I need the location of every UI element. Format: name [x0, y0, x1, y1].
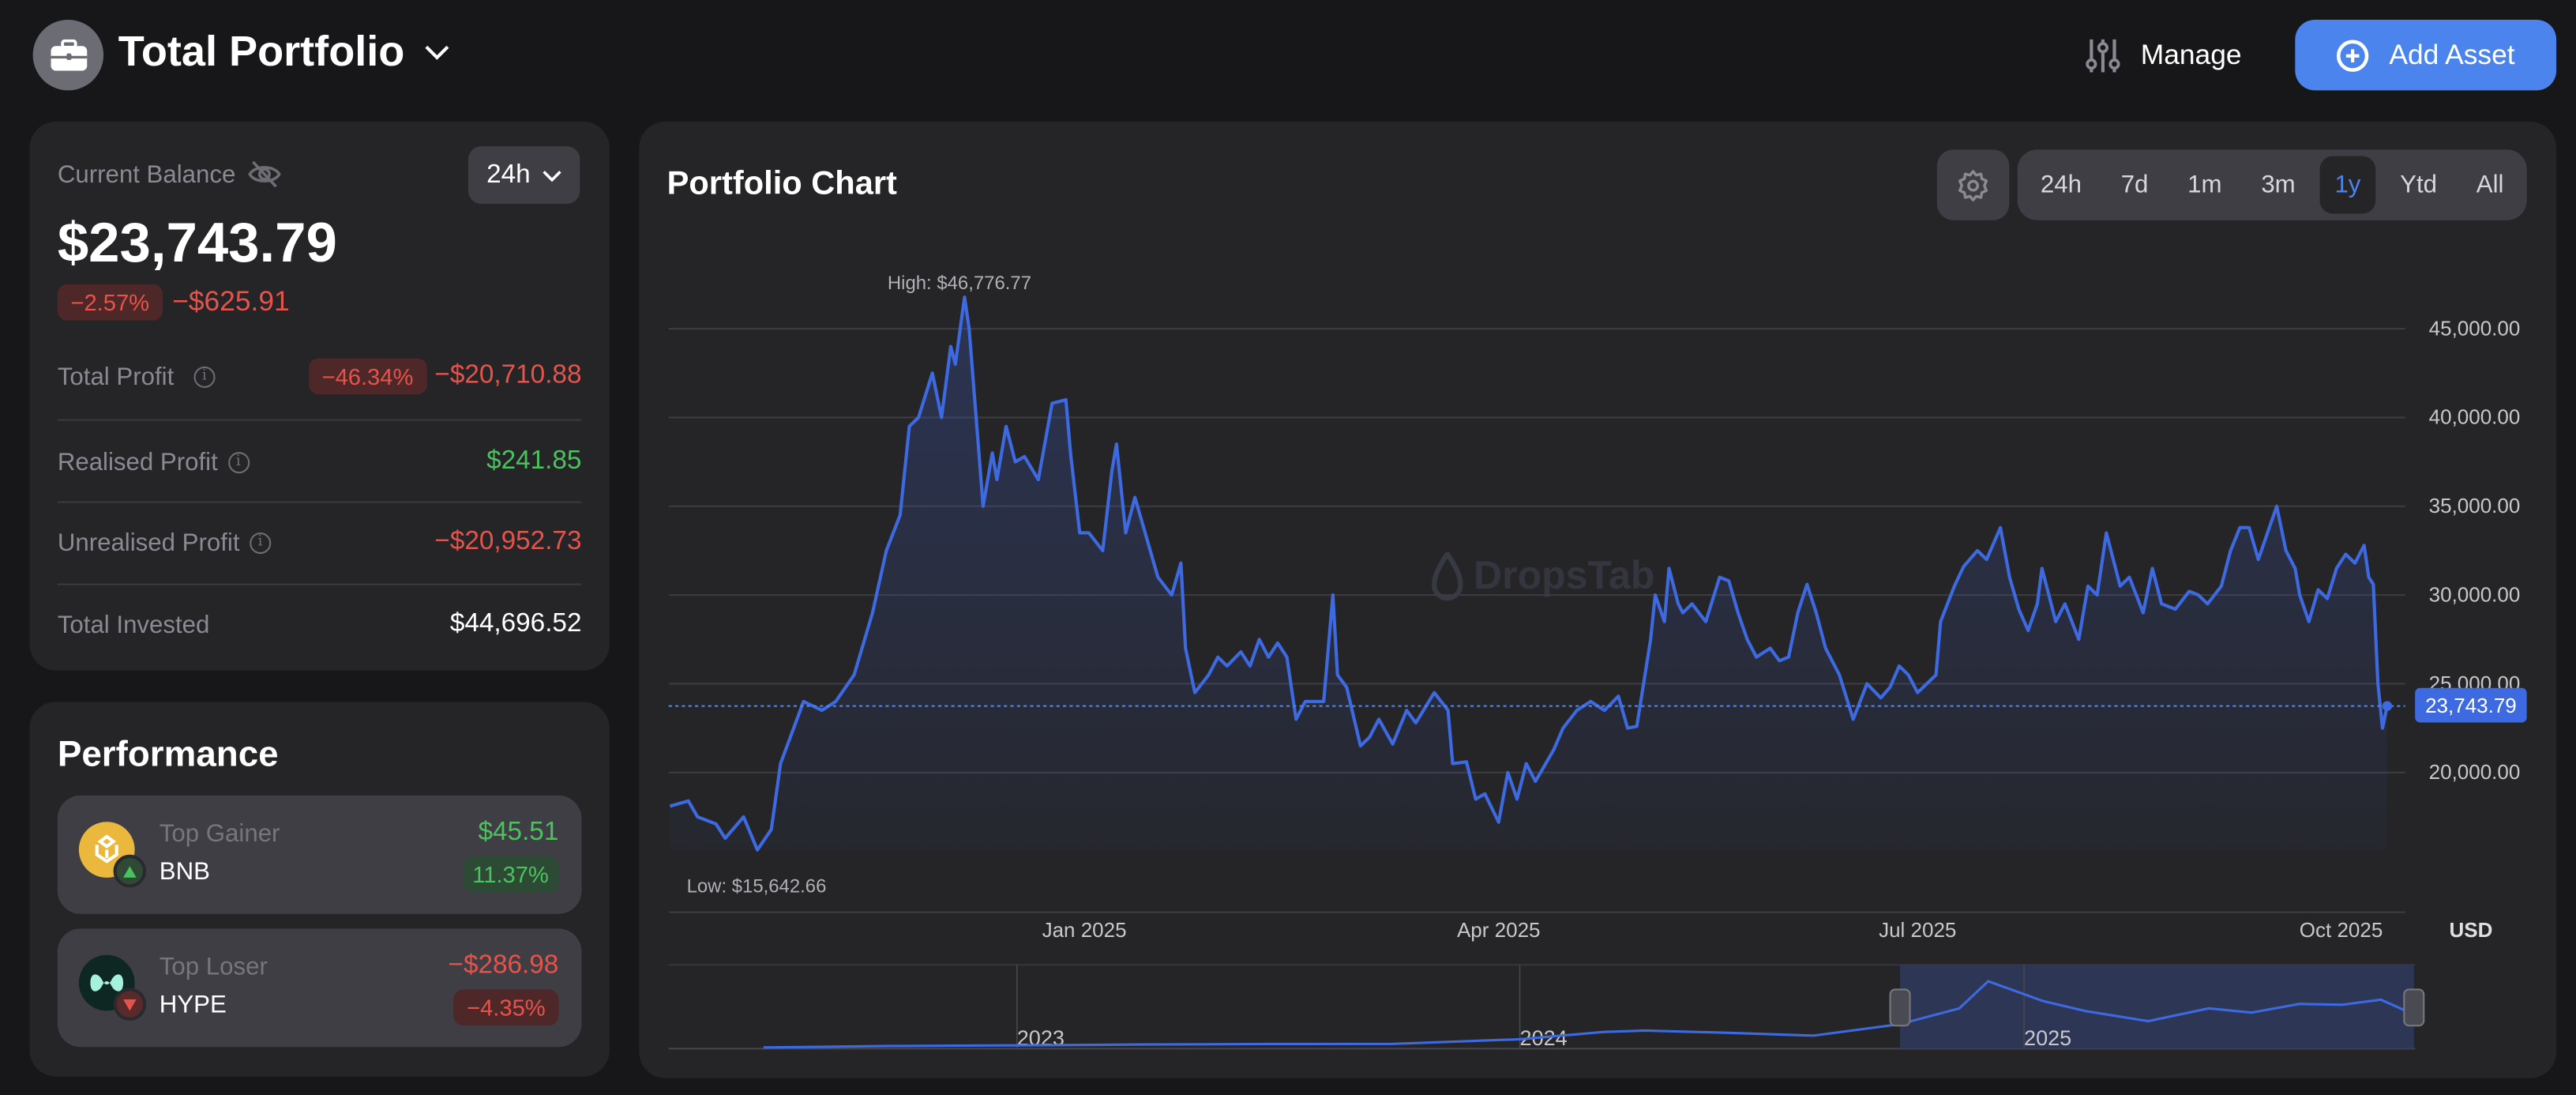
top-gainer-label: Top Gainer — [159, 820, 280, 849]
total-invested-row: Total Invested $44,696.52 — [58, 605, 582, 645]
arrow-up-badge-icon — [113, 854, 147, 888]
top-gainer-item[interactable]: Top Gainer BNB $45.51 11.37% — [57, 795, 582, 914]
sliders-icon — [2086, 39, 2120, 73]
info-icon[interactable]: i — [227, 451, 250, 473]
total-invested-value: $44,696.52 — [449, 609, 582, 638]
range-tab-1y[interactable]: 1y — [2319, 156, 2376, 214]
balance-change-abs: −$625.91 — [172, 285, 290, 318]
period-value: 24h — [486, 160, 531, 189]
portfolio-avatar[interactable] — [32, 19, 104, 91]
unrealised-profit-value: −$20,952.73 — [434, 527, 582, 556]
add-asset-button[interactable]: Add Asset — [2295, 19, 2557, 91]
chart-title: Portfolio Chart — [667, 166, 897, 202]
range-tab-all[interactable]: All — [2476, 171, 2504, 199]
chart-settings-button[interactable] — [1936, 149, 2010, 220]
range-tab-3m[interactable]: 3m — [2261, 171, 2296, 199]
info-icon[interactable]: i — [193, 365, 216, 387]
chevron-down-icon — [425, 44, 449, 59]
balance-change-pct: −2.57% — [57, 284, 163, 321]
current-balance-label: Current Balance — [57, 160, 236, 189]
top-loser-label: Top Loser — [159, 953, 268, 981]
portfolio-chart-card: Portfolio Chart 24h 7d 1m 3m 1y Ytd All DropsT… — [639, 121, 2557, 1078]
add-asset-label: Add Asset — [2389, 38, 2515, 70]
top-gainer-pct: 11.37% — [462, 856, 559, 893]
unrealised-profit-row: Unrealised Profit i −$20,952.73 — [58, 523, 582, 563]
balance-card: Current Balance 24h $23,743.79 −2.57% −$… — [29, 121, 610, 671]
row-label: Total Profit — [57, 362, 175, 391]
total-profit-pct: −46.34% — [308, 358, 427, 395]
range-tab-ytd[interactable]: Ytd — [2400, 171, 2438, 199]
range-tab-1m[interactable]: 1m — [2187, 171, 2222, 199]
range-tab-7d[interactable]: 7d — [2120, 171, 2149, 199]
top-loser-symbol: HYPE — [159, 991, 227, 1019]
realised-profit-row: Realised Profit i $241.85 — [58, 442, 582, 482]
performance-title: Performance — [57, 732, 279, 774]
top-gainer-symbol: BNB — [159, 857, 210, 886]
performance-card: Performance Top Gainer BNB $45.51 11.37%… — [29, 702, 610, 1077]
chevron-down-icon — [543, 170, 561, 182]
top-gainer-value: $45.51 — [478, 818, 559, 847]
watermark-text: DropsTab — [1474, 554, 1655, 599]
dropstab-watermark: DropsTab — [1431, 552, 1654, 601]
divider — [57, 419, 582, 421]
top-loser-value: −$286.98 — [448, 951, 559, 980]
top-loser-item[interactable]: Top Loser HYPE −$286.98 −4.35% — [57, 928, 582, 1048]
manage-button[interactable]: Manage — [2085, 33, 2242, 79]
plus-circle-icon — [2337, 39, 2369, 71]
gear-icon — [1958, 169, 1988, 201]
info-icon[interactable]: i — [249, 532, 272, 554]
page-title: Total Portfolio — [118, 26, 405, 76]
divider — [57, 501, 582, 503]
period-dropdown[interactable]: 24h — [468, 146, 580, 204]
divider — [57, 583, 582, 585]
row-label: Total Invested — [57, 610, 210, 639]
briefcase-icon — [50, 38, 87, 70]
drop-logo-icon — [1432, 552, 1463, 601]
row-label: Realised Profit — [57, 447, 218, 476]
total-profit-row: Total Profit i −46.34% −$20,710.88 — [57, 356, 582, 396]
arrow-down-badge-icon — [113, 988, 147, 1021]
range-tab-24h[interactable]: 24h — [2040, 171, 2082, 199]
portfolio-selector[interactable]: Total Portfolio — [118, 26, 451, 77]
realised-profit-value: $241.85 — [486, 446, 582, 476]
manage-label: Manage — [2140, 39, 2242, 71]
range-selector: 24h 7d 1m 3m 1y Ytd All — [2017, 149, 2527, 220]
total-profit-value: −$20,710.88 — [434, 361, 582, 390]
balance-value: $23,743.79 — [57, 212, 337, 275]
row-label: Unrealised Profit — [57, 528, 240, 557]
eye-off-icon[interactable] — [249, 160, 282, 189]
top-loser-pct: −4.35% — [453, 989, 559, 1026]
